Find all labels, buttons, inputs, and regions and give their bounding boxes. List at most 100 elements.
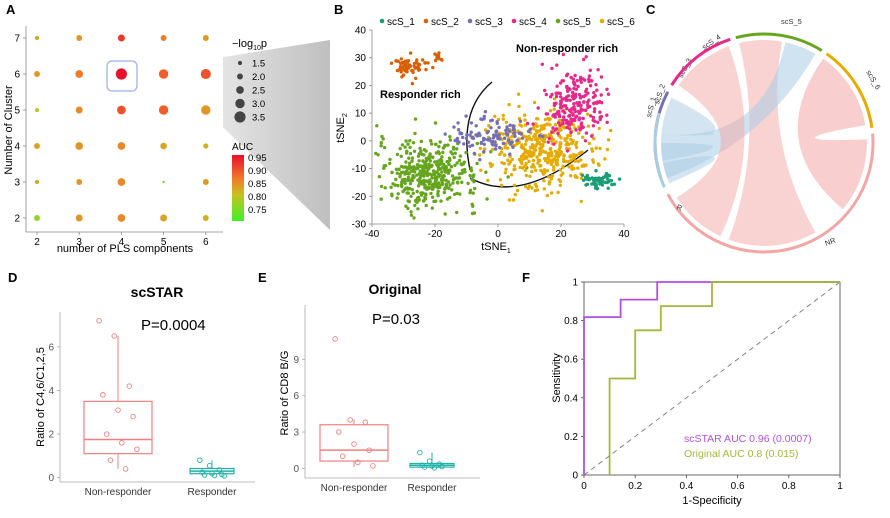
- panel-b-cell-point-595: [572, 156, 576, 160]
- panel-a-size-legend-label-1: 2.0: [252, 72, 265, 83]
- panel-b-cell-point-403: [447, 156, 452, 160]
- panel-b-cell-point-274: [422, 153, 426, 157]
- panel-b-cell-point-508: [545, 193, 549, 198]
- panel-b-cell-point-235: [400, 178, 405, 182]
- panel-b-cell-point-1217: [424, 67, 428, 72]
- panel-b-cell-point-853: [552, 142, 556, 146]
- panel-b-cell-point-280: [435, 163, 439, 167]
- panel-b-cell-point-150: [405, 191, 409, 195]
- panel-b-cell-point-1063: [541, 134, 545, 139]
- panel-b-cell-point-695: [563, 138, 567, 142]
- panel-b-cell-point-69: [394, 167, 399, 171]
- panel-b-cell-point-308: [436, 189, 440, 193]
- panel-b-cell-point-916: [571, 112, 575, 116]
- panel-b-cell-point-1187: [410, 81, 415, 86]
- panel-b-cell-point-1027: [599, 93, 603, 97]
- panel-b-cell-point-778: [487, 124, 491, 128]
- panel-b-cell-point-777: [542, 179, 546, 183]
- panel-a-size-legend-dot-3: [235, 98, 245, 109]
- panel-b-cell-point-1086: [461, 135, 465, 140]
- panel-a-point-7: [115, 68, 127, 80]
- panel-b-cell-point-259: [415, 173, 419, 177]
- panel-b-cell-point-286: [454, 176, 458, 180]
- panel-b-cell-point-938: [540, 62, 544, 66]
- panel-b-cell-point-180: [446, 180, 451, 184]
- panel-f-legend-label-0: scSTAR AUC 0.96 (0.0007): [684, 433, 812, 445]
- panel-b-cell-point-1226: [440, 58, 444, 62]
- panel-b-cell-point-949: [558, 105, 563, 110]
- panel-b-cell-point-215: [419, 149, 423, 153]
- panel-b-cell-point-1110: [466, 140, 471, 144]
- panel-a-point-4: [202, 35, 209, 41]
- panel-b-cell-point-93: [438, 140, 442, 144]
- panel-b-cell-point-956: [592, 109, 597, 114]
- panel-d-ylabel: Ratio of C4,6/C1,2,5: [35, 347, 47, 447]
- panel-d-ytick-label-0: 0: [48, 473, 54, 484]
- panel-b-cell-point-879: [605, 113, 609, 117]
- panel-f-roc-line-1: [608, 281, 840, 475]
- panel-b-cell-point-650: [509, 173, 514, 177]
- panel-b-cell-point-654: [534, 184, 539, 189]
- panel-a-point-14: [201, 105, 211, 115]
- panel-b-cell-point-996: [587, 98, 591, 102]
- panel-b-ytick-label-1: -20: [352, 192, 367, 203]
- panel-label-b: B: [334, 2, 343, 17]
- panel-b-cell-point-606: [561, 164, 565, 168]
- panel-b-cell-point-386: [435, 183, 439, 187]
- panel-b-cell-point-685: [577, 131, 581, 135]
- panel-b-cell-point-544: [569, 174, 573, 178]
- panel-b-cell-point-686: [533, 188, 537, 193]
- panel-b-cell-point-822: [558, 152, 562, 157]
- panel-b-cell-point-1037: [568, 113, 572, 118]
- panel-b-cell-point-701: [486, 178, 490, 183]
- panel-e-point-0-8: [370, 463, 376, 469]
- panel-b-cell-point-1042: [579, 95, 584, 99]
- panel-b-cell-point-1028: [572, 81, 577, 85]
- panel-a-point-21: [76, 179, 83, 185]
- panel-b-cell-point-378: [430, 142, 434, 146]
- panel-d-point-0-3: [100, 392, 106, 398]
- panel-b-cell-point-704: [538, 164, 542, 168]
- panel-b-cell-point-991: [572, 117, 576, 122]
- panel-b-cell-point-1010: [554, 101, 558, 105]
- panel-b-cell-point-450: [542, 168, 547, 172]
- panel-b-cell-point-819: [490, 163, 494, 167]
- panel-b-cell-point-376: [421, 191, 425, 195]
- panel-b-cell-point-362: [462, 167, 467, 172]
- panel-b-cell-point-750: [575, 175, 579, 179]
- panel-b-cell-point-290: [428, 152, 432, 156]
- panel-b-cell-point-486: [506, 158, 510, 162]
- panel-b-annotation-responder: Responder rich: [380, 89, 461, 101]
- panel-a-point-26: [75, 214, 83, 222]
- panel-e-point-0-0: [332, 336, 338, 342]
- panel-b-cell-point-1133: [490, 139, 495, 144]
- panel-f-xtick-label-2: 0.4: [679, 481, 693, 492]
- panel-b-cell-point-980: [569, 110, 573, 114]
- panel-b-cell-point-76: [440, 170, 444, 174]
- panel-b-cell-point-969: [581, 108, 585, 112]
- panel-d-point-1-1: [206, 462, 213, 469]
- panel-b-cell-point-995: [586, 91, 590, 95]
- panel-b-cell-point-825: [538, 142, 542, 146]
- panel-b-cell-point-1156: [483, 110, 488, 114]
- panel-b-cell-point-608: [539, 145, 544, 150]
- panel-b-cell-point-317: [446, 143, 450, 147]
- panel-b-cell-point-1209: [398, 65, 403, 69]
- panel-a-point-5: [34, 71, 40, 77]
- panel-b-cell-point-1132: [470, 136, 474, 140]
- panel-b-legend-marker-5: [599, 18, 605, 24]
- panel-b-cell-point-226: [460, 180, 464, 184]
- panel-b-cell-point-26: [484, 170, 488, 174]
- panel-b-cell-point-630: [528, 174, 532, 178]
- panel-b-cell-point-86: [379, 197, 383, 201]
- panel-b-points: [374, 51, 622, 220]
- panel-c-ribbon-scs4-nr: [676, 46, 745, 237]
- panel-b-cell-point-1220: [408, 63, 412, 67]
- panel-b-cell-point-912: [591, 118, 595, 123]
- panel-a-xtick-label-3: 5: [161, 237, 167, 248]
- panel-b-legend-marker-4: [555, 18, 561, 24]
- panel-b-cell-point-369: [424, 203, 428, 208]
- panel-b-cell-point-904: [591, 95, 596, 100]
- panel-b-cell-point-110: [457, 172, 462, 176]
- panel-b-cell-point-1125: [528, 127, 532, 131]
